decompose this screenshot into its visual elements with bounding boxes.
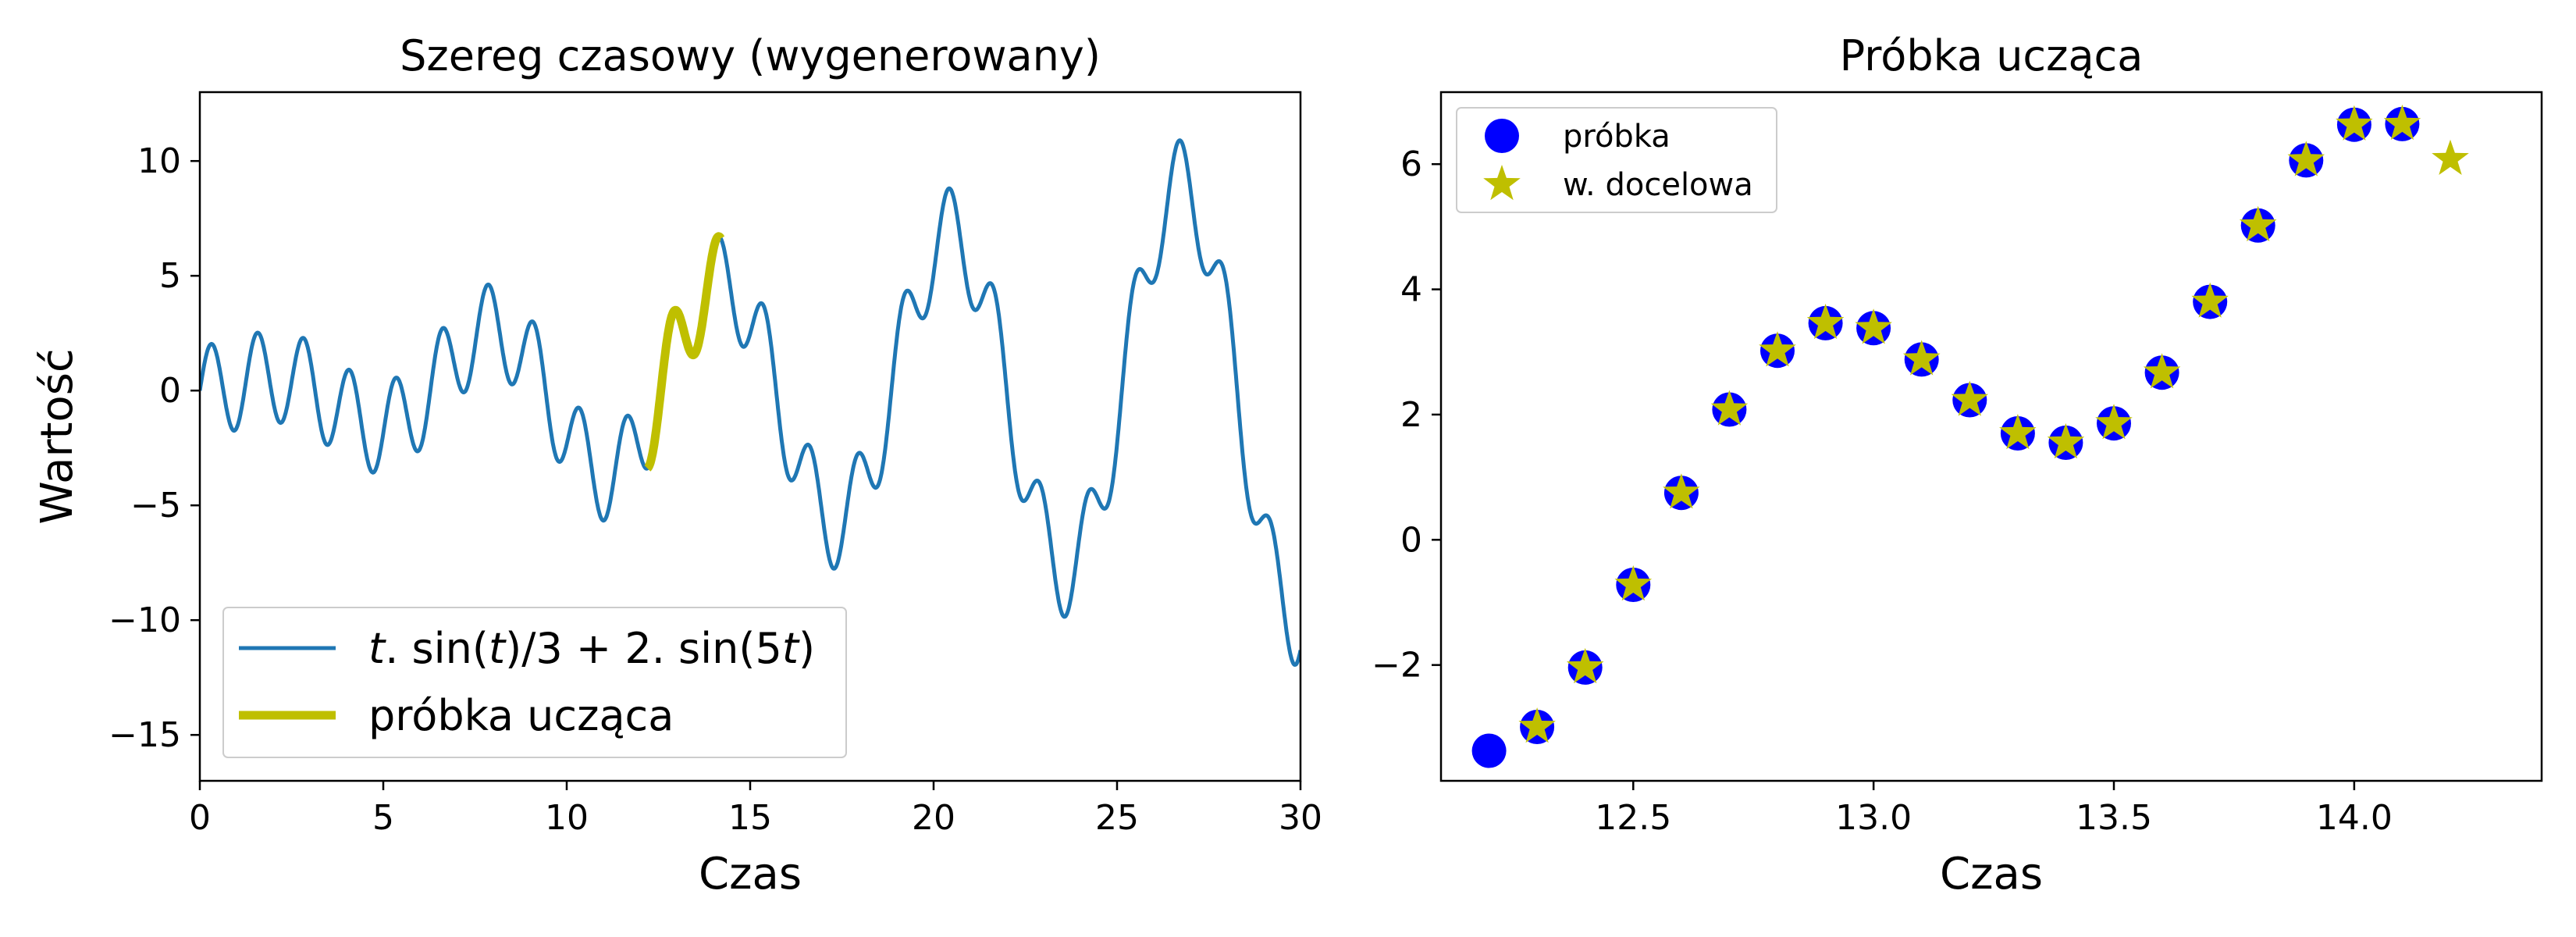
chart2-plot-area <box>1439 91 2543 782</box>
chart1-x-ticks: 0 5 10 15 20 25 30 <box>189 781 1322 838</box>
y-tick-label: 2 <box>1400 395 1422 435</box>
legend-label-sample: próbka <box>1563 119 1670 155</box>
legend-marker-star <box>1483 165 1521 201</box>
x-tick-label: 10 <box>545 798 589 838</box>
chart2-x-ticks: 12.5 13.0 13.5 14.0 <box>1595 781 2393 838</box>
target-point <box>2239 205 2277 241</box>
x-tick-label: 13.5 <box>2076 798 2152 838</box>
x-tick-label: 20 <box>912 798 955 838</box>
legend-label-series-t2: t <box>489 624 507 673</box>
legend-label-series-part2: )/3 + 2. sin(5 <box>505 624 782 673</box>
chart1-legend-box <box>222 607 847 758</box>
x-tick-label: 14.0 <box>2316 798 2393 838</box>
target-point <box>2143 353 2181 389</box>
x-tick-label: 30 <box>1279 798 1322 838</box>
legend-label-training-sample: próbka ucząca <box>368 691 674 740</box>
chart1-ylabel: Wartość <box>32 348 83 524</box>
time-series-chart: Szereg czasowy (wygenerowany) 0 5 10 15 20 25… <box>32 31 1322 900</box>
chart2-frame <box>1439 91 2543 782</box>
y-tick-label: 4 <box>1400 270 1422 310</box>
chart1-xlabel: Czas <box>699 849 802 900</box>
y-tick-label: −2 <box>1372 646 1422 686</box>
sample-point <box>1471 733 1507 768</box>
legend-label-series-part3: ) <box>799 624 815 673</box>
x-tick-label: 25 <box>1095 798 1139 838</box>
x-tick-label: 0 <box>189 798 211 838</box>
chart2-xlabel: Czas <box>1940 849 2043 900</box>
y-tick-label: −15 <box>109 715 181 755</box>
target-point <box>1806 303 1845 340</box>
target-point <box>1710 390 1749 426</box>
chart2-legend: próbka w. docelowa <box>1456 107 1777 213</box>
chart1-legend: t. sin(t)/3 + 2. sin(5t) próbka ucząca <box>222 607 847 758</box>
target-point <box>2047 423 2085 459</box>
chart2-title: Próbka ucząca <box>1840 31 2144 80</box>
x-tick-label: 15 <box>728 798 772 838</box>
chart2-y-ticks: −2 0 2 4 6 <box>1372 144 1441 686</box>
series-line-function <box>200 138 1300 667</box>
target-point <box>1663 473 1700 509</box>
legend-label-series-t: t <box>368 624 386 673</box>
y-tick-label: 0 <box>159 371 181 411</box>
x-tick-label: 12.5 <box>1595 798 1671 838</box>
chart1-title: Szereg czasowy (wygenerowany) <box>400 31 1101 80</box>
x-tick-label: 13.0 <box>1835 798 1912 838</box>
series-line-training-sample <box>643 232 725 472</box>
target-point <box>2287 141 2325 176</box>
chart1-y-ticks: −15 −10 −5 0 5 10 <box>109 141 200 755</box>
target-point <box>2191 282 2229 318</box>
x-tick-label: 5 <box>372 798 394 838</box>
legend-label-series-part1: . sin( <box>385 624 489 673</box>
y-tick-label: 0 <box>1400 520 1422 560</box>
target-point <box>1999 414 2037 450</box>
target-point <box>1951 380 1989 416</box>
target-point <box>1759 331 1796 367</box>
legend-label-target: w. docelowa <box>1563 167 1753 203</box>
target-point <box>2095 404 2133 440</box>
target-point <box>1566 647 1604 684</box>
y-tick-label: 10 <box>137 141 181 181</box>
y-tick-label: 5 <box>159 256 181 296</box>
target-point <box>1855 308 1892 344</box>
target-point <box>2336 105 2373 141</box>
y-tick-label: 6 <box>1400 144 1422 184</box>
target-point <box>2383 104 2421 141</box>
chart2-legend-box <box>1456 107 1777 213</box>
target-point <box>2432 139 2469 175</box>
target-point <box>1518 707 1556 743</box>
legend-marker-circle <box>1485 119 1519 153</box>
legend-label-series: t. sin(t)/3 + 2. sin(5t) <box>368 624 815 673</box>
legend-marker-target <box>1483 165 1521 201</box>
y-tick-label: −5 <box>130 486 181 526</box>
legend-label-series-t3: t <box>782 624 800 673</box>
y-tick-label: −10 <box>109 600 181 640</box>
target-point <box>1614 565 1653 601</box>
target-point <box>1902 340 1941 376</box>
legend-marker-sample <box>1485 119 1519 153</box>
training-sample-chart: Próbka ucząca 12.5 13.0 13.5 14.0 −2 0 2 4 6 Cz… <box>1372 31 2543 900</box>
